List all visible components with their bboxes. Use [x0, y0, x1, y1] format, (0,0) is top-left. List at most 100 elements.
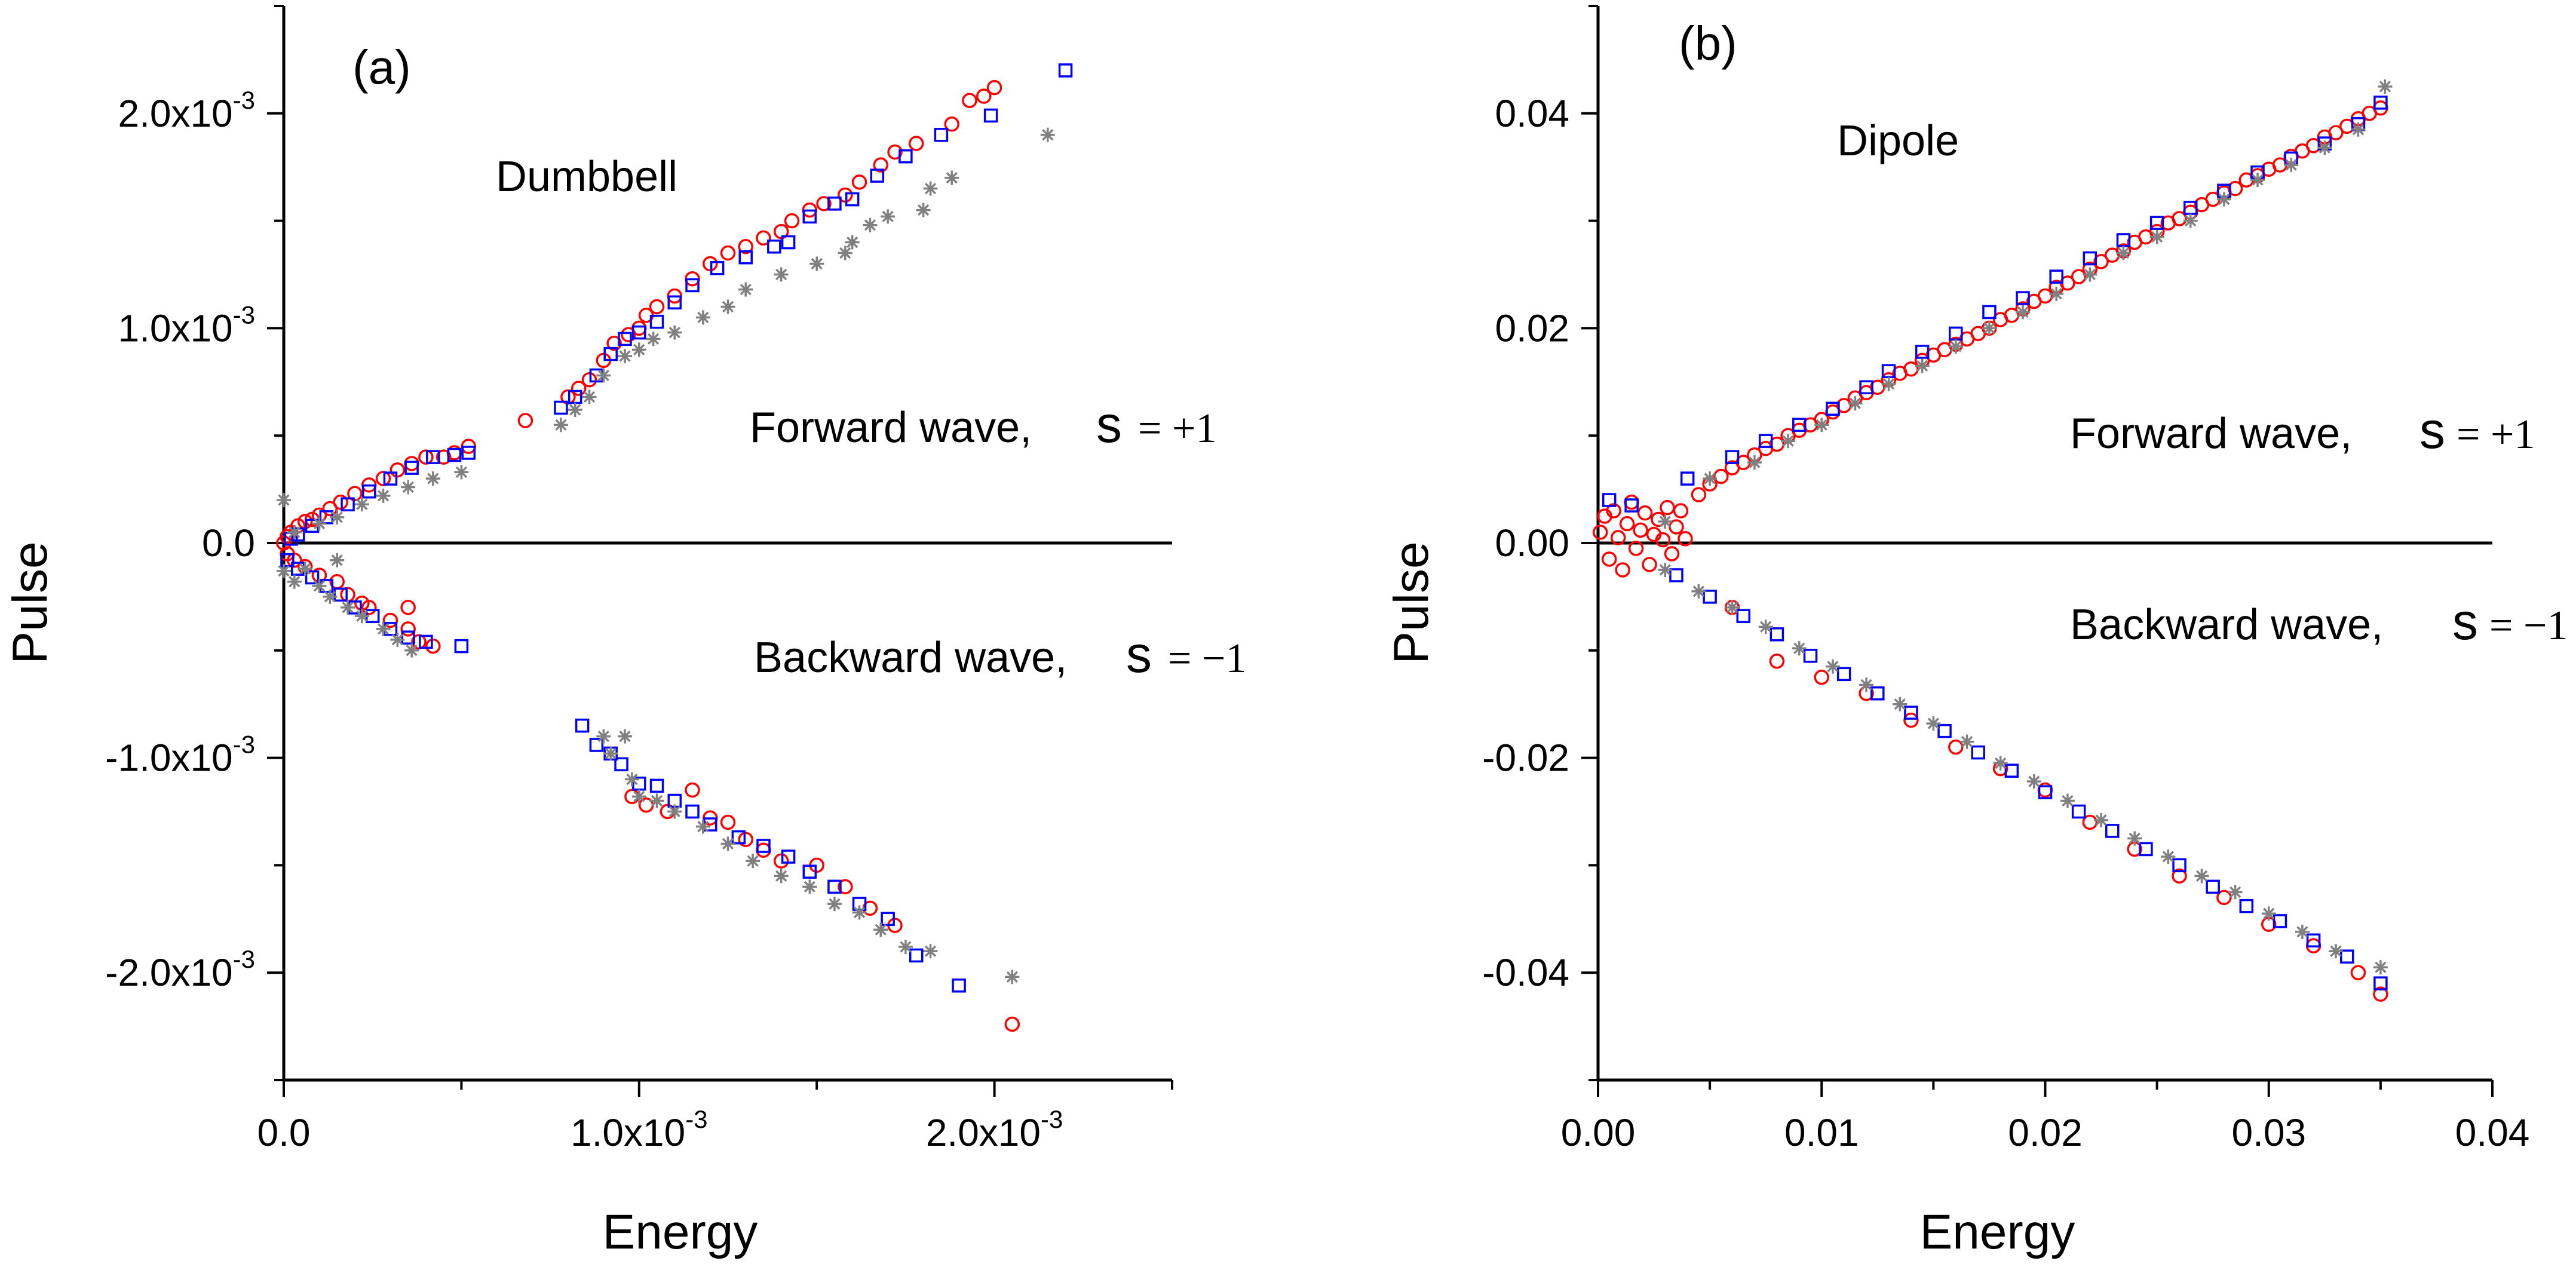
- data-point-star: [277, 563, 291, 578]
- data-point-circle: [287, 553, 302, 568]
- data-point-star: [330, 510, 345, 524]
- data-point-circle: [631, 320, 647, 336]
- data-point-circle: [1619, 516, 1635, 532]
- x-tick-mantissa: 1.0x10: [571, 1111, 685, 1154]
- y-tick-exponent: -3: [233, 300, 255, 329]
- data-point-star: [1982, 321, 1997, 336]
- data-point-star: [312, 516, 327, 531]
- data-point-star: [2373, 960, 2388, 975]
- data-point-square: [870, 168, 885, 183]
- data-point-square: [1836, 667, 1851, 682]
- data-point-square: [1904, 706, 1918, 720]
- data-point-star: [838, 246, 852, 260]
- data-point-circle: [976, 88, 992, 104]
- data-point-circle: [333, 494, 348, 510]
- data-point-circle: [887, 144, 903, 160]
- data-point-star: [649, 793, 664, 808]
- data-point-star: [1848, 396, 1863, 411]
- series-circles: [276, 79, 1020, 1032]
- data-point-square: [781, 235, 796, 250]
- data-point-square: [2149, 216, 2164, 230]
- data-point-star: [2261, 906, 2276, 921]
- backward-wave-symbol: s: [1126, 626, 1152, 683]
- data-point-square: [1058, 63, 1073, 78]
- x-tick-mantissa: 0.04: [2455, 1111, 2530, 1154]
- data-point-circle: [400, 600, 416, 615]
- data-point-square: [461, 446, 476, 460]
- data-point-star: [2317, 140, 2332, 155]
- data-point-star: [2284, 158, 2299, 173]
- data-point-square: [614, 757, 628, 772]
- data-point-circle: [400, 621, 416, 637]
- series-stars: [1658, 79, 2393, 975]
- data-point-circle: [838, 187, 853, 203]
- x-tick-label: 0.04: [2455, 1111, 2530, 1154]
- data-point-star: [1959, 734, 1974, 749]
- data-point-square: [1680, 471, 1695, 486]
- data-point-square: [2373, 976, 2388, 990]
- data-point-circle: [685, 782, 700, 798]
- data-point-star: [881, 209, 896, 224]
- x-tick-mantissa: 0.01: [1784, 1111, 1859, 1154]
- data-point-star: [2295, 924, 2310, 939]
- data-point-star: [1747, 455, 1762, 470]
- data-point-star: [618, 349, 633, 364]
- x-tick-label: 0.03: [2231, 1111, 2306, 1154]
- data-point-circle: [571, 381, 587, 396]
- data-point-star: [631, 342, 646, 357]
- data-point-star: [746, 854, 760, 869]
- data-point-star: [376, 488, 391, 503]
- data-point-star: [738, 282, 753, 297]
- forward-wave-symbol: s: [1096, 396, 1122, 453]
- data-point-circle: [581, 372, 597, 388]
- data-point-circle: [1610, 530, 1626, 545]
- data-point-circle: [756, 842, 771, 858]
- data-point-circle: [1615, 562, 1630, 578]
- data-point-circle: [1606, 503, 1621, 519]
- data-point-square: [447, 447, 462, 462]
- y-tick-exponent: -3: [233, 731, 255, 759]
- panel-a: 2.0x10-31.0x10-30.0-1.0x10-3-2.0x10-30.0…: [3, 5, 1246, 1259]
- data-point-square: [1826, 401, 1840, 416]
- data-point-circle: [851, 174, 867, 190]
- data-point-star: [873, 922, 888, 937]
- y-tick-label: -2.0x10-3: [105, 945, 255, 994]
- panel-b: 0.04 0.02 0.00 -0.02 -0.04 0.00 0.01 0.02 0.03 0.…: [1384, 5, 2568, 1259]
- data-point-star: [390, 632, 405, 647]
- data-point-square: [2239, 898, 2254, 913]
- panel-label: (a): [352, 41, 411, 94]
- backward-wave-symbol: s: [2452, 593, 2478, 651]
- data-point-star: [596, 368, 611, 383]
- data-point-circle: [1004, 1016, 1020, 1032]
- data-point-star: [2378, 79, 2393, 94]
- data-point-square: [827, 879, 842, 894]
- backward-wave-label: Backward wave,: [754, 634, 1067, 682]
- data-point-star: [323, 589, 338, 604]
- backward-wave-value: = −1: [2489, 603, 2568, 649]
- y-tick-mantissa: -0.04: [1482, 951, 1569, 994]
- data-point-circle: [816, 196, 832, 211]
- data-point-square: [2016, 291, 2030, 305]
- data-point-star: [1781, 434, 1796, 449]
- data-point-star: [720, 299, 735, 314]
- y-tick-label: 0.02: [1495, 306, 1569, 349]
- data-point-square: [362, 484, 376, 499]
- data-point-star: [1758, 619, 1773, 634]
- x-axis-title: Energy: [1920, 1205, 2075, 1259]
- y-tick-mantissa: -1.0x10: [105, 737, 232, 780]
- data-point-circle: [738, 832, 753, 847]
- data-point-square: [2139, 842, 2153, 857]
- data-point-star: [1915, 358, 1930, 373]
- data-point-square: [781, 849, 796, 864]
- data-point-square: [1736, 609, 1751, 624]
- data-point-circle: [2082, 814, 2098, 830]
- x-tick-label: 2.0x10-3: [926, 1105, 1063, 1154]
- data-point-star: [695, 819, 710, 834]
- y-tick-mantissa: 0.04: [1495, 92, 1569, 135]
- series-circles: [1592, 100, 2388, 1002]
- data-point-star: [1005, 970, 1020, 984]
- data-point-star: [596, 729, 611, 744]
- data-point-circle: [1673, 503, 1689, 519]
- data-point-star: [2161, 849, 2176, 864]
- data-point-square: [589, 738, 604, 752]
